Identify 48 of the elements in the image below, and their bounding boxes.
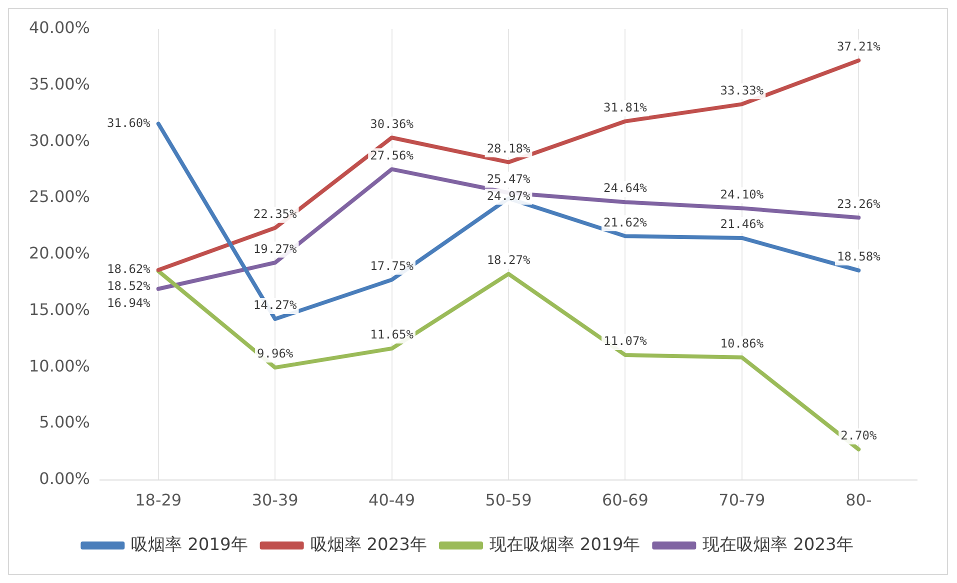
data-label: 19.27% — [253, 242, 298, 256]
legend-label: 吸烟率 2023年 — [310, 534, 428, 555]
data-label: 24.64% — [604, 181, 648, 196]
y-tick-label: 0.00% — [39, 468, 90, 488]
data-label: 2.70% — [840, 428, 878, 442]
x-tick-label: 50-59 — [485, 490, 532, 510]
legend-label: 现在吸烟率 2019年 — [490, 534, 640, 555]
data-label: 18.27% — [486, 253, 531, 268]
data-label: 30.36% — [370, 116, 414, 131]
y-tick-label: 10.00% — [28, 356, 90, 376]
data-label: 16.94% — [107, 296, 152, 310]
data-label: 11.07% — [604, 334, 648, 348]
x-tick-label: 60-69 — [602, 490, 648, 510]
data-label: 24.97% — [486, 188, 531, 203]
data-label: 21.62% — [604, 215, 648, 230]
y-tick-label: 40.00% — [28, 18, 90, 38]
data-label: 24.10% — [720, 187, 764, 202]
data-label: 18.58% — [836, 250, 882, 264]
legend-label: 吸烟率 2019年 — [131, 534, 248, 555]
y-tick-label: 20.00% — [28, 244, 90, 263]
data-label: 37.21% — [836, 40, 882, 54]
data-label: 18.62% — [107, 262, 152, 276]
x-tick-label: 70-79 — [718, 490, 766, 510]
data-label: 14.27% — [253, 298, 298, 312]
data-label: 25.47% — [486, 172, 531, 186]
y-tick-label: 35.00% — [28, 74, 90, 94]
data-label: 23.26% — [836, 196, 882, 211]
data-label: 28.18% — [486, 141, 531, 156]
data-label: 10.86% — [720, 336, 764, 351]
x-tick-label: 40-49 — [368, 490, 416, 510]
data-label: 17.75% — [370, 258, 414, 273]
x-tick-label: 18-29 — [135, 490, 182, 510]
data-label: 11.65% — [370, 328, 414, 342]
x-tick-label: 80- — [846, 490, 872, 510]
data-label: 21.46% — [720, 217, 764, 232]
legend-label: 现在吸烟率 2023年 — [702, 534, 854, 555]
data-label: 27.56% — [370, 148, 414, 162]
data-label: 31.81% — [604, 100, 648, 114]
data-label: 9.96% — [257, 346, 294, 361]
data-label: 33.33% — [720, 83, 764, 98]
data-label: 31.60% — [107, 116, 152, 130]
y-tick-label: 30.00% — [28, 130, 90, 150]
y-tick-label: 5.00% — [39, 412, 90, 432]
data-label: 22.35% — [253, 207, 298, 222]
y-tick-label: 15.00% — [28, 300, 90, 319]
y-tick-label: 25.00% — [28, 187, 90, 206]
x-tick-label: 30-39 — [252, 490, 298, 510]
data-label: 18.52% — [107, 279, 152, 294]
